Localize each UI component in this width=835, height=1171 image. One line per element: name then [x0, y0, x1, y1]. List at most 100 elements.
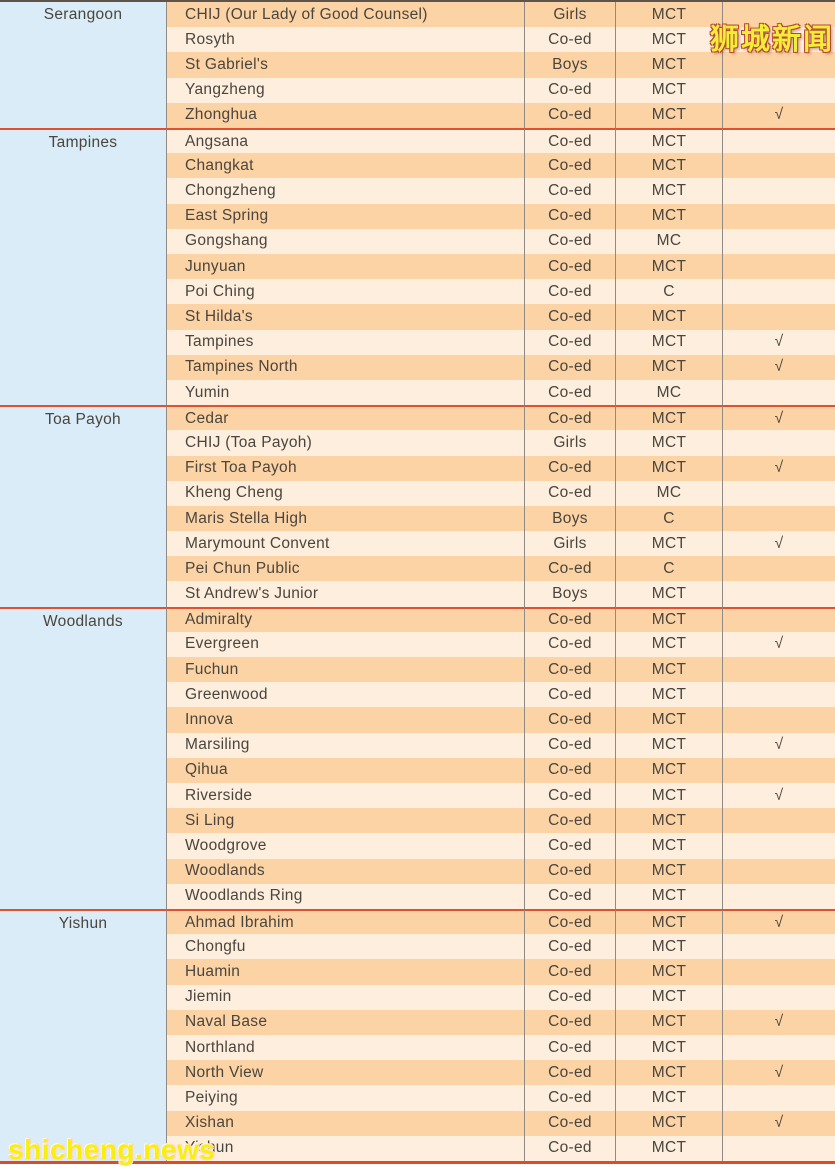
check-cell: [722, 959, 835, 985]
check-cell: [722, 2, 835, 28]
check-cell: [722, 279, 835, 305]
school-name-cell: Woodgrove: [166, 833, 524, 859]
gender-cell: Co-ed: [524, 77, 615, 103]
mct-cell: MCT: [615, 27, 722, 53]
school-name-cell: Angsana: [166, 127, 524, 154]
check-cell: √: [722, 631, 835, 658]
mct-cell: MCT: [615, 783, 722, 809]
check-cell: [722, 153, 835, 179]
school-name-cell: Qihua: [166, 757, 524, 784]
mct-cell: MC: [615, 379, 722, 406]
check-cell: [722, 1085, 835, 1111]
check-cell: √: [722, 329, 835, 355]
mct-cell: MCT: [615, 1085, 722, 1111]
school-name-cell: Yumin: [166, 379, 524, 406]
school-name-cell: St Gabriel's: [166, 52, 524, 78]
gender-cell: Co-ed: [524, 1085, 615, 1111]
gender-cell: Co-ed: [524, 354, 615, 380]
mct-cell: MCT: [615, 657, 722, 683]
school-name-cell: Chongzheng: [166, 178, 524, 204]
check-cell: [722, 127, 835, 154]
check-cell: [722, 556, 835, 582]
mct-cell: MCT: [615, 909, 722, 935]
gender-cell: Co-ed: [524, 153, 615, 179]
school-name-cell: Marsiling: [166, 732, 524, 758]
gender-cell: Co-ed: [524, 1135, 615, 1161]
mct-cell: MC: [615, 228, 722, 254]
check-cell: √: [722, 405, 835, 431]
gender-cell: Co-ed: [524, 329, 615, 355]
mct-cell: MCT: [615, 455, 722, 481]
gender-cell: Co-ed: [524, 682, 615, 708]
mct-cell: MCT: [615, 304, 722, 330]
school-name-cell: Innova: [166, 707, 524, 733]
area-label: Yishun: [58, 915, 108, 933]
mct-cell: MCT: [615, 1035, 722, 1061]
school-name-cell: Fuchun: [166, 657, 524, 683]
check-cell: [722, 430, 835, 456]
mct-cell: MCT: [615, 833, 722, 859]
check-cell: √: [722, 1110, 835, 1136]
gender-cell: Co-ed: [524, 556, 615, 582]
school-name-cell: Poi Ching: [166, 279, 524, 305]
mct-cell: MCT: [615, 631, 722, 658]
mct-cell: MC: [615, 480, 722, 506]
check-cell: √: [722, 783, 835, 809]
mct-cell: MCT: [615, 1009, 722, 1036]
school-name-cell: Evergreen: [166, 631, 524, 658]
check-cell: [722, 228, 835, 254]
check-cell: √: [722, 1060, 835, 1086]
school-name-cell: Chongfu: [166, 934, 524, 960]
watermark-top-right: 狮城新闻: [709, 24, 834, 56]
area-cell: Yishun: [0, 909, 166, 1161]
school-name-cell: Junyuan: [166, 253, 524, 280]
check-cell: √: [722, 354, 835, 380]
school-name-cell: Naval Base: [166, 1009, 524, 1036]
school-name-cell: Gongshang: [166, 228, 524, 254]
gender-cell: Co-ed: [524, 984, 615, 1010]
mct-cell: MCT: [615, 531, 722, 557]
area-cell: Toa Payoh: [0, 405, 166, 607]
mct-cell: MCT: [615, 1110, 722, 1136]
mct-cell: MCT: [615, 984, 722, 1010]
check-cell: [722, 77, 835, 103]
mct-cell: C: [615, 556, 722, 582]
gender-cell: Co-ed: [524, 959, 615, 985]
school-name-cell: First Toa Payoh: [166, 455, 524, 481]
school-name-cell: North View: [166, 1060, 524, 1086]
gender-cell: Co-ed: [524, 455, 615, 481]
check-cell: [722, 505, 835, 532]
school-name-cell: Woodlands Ring: [166, 883, 524, 910]
school-name-cell: CHIJ (Toa Payoh): [166, 430, 524, 456]
school-name-cell: Riverside: [166, 783, 524, 809]
gender-cell: Girls: [524, 531, 615, 557]
check-cell: [722, 178, 835, 204]
area-cell: Woodlands: [0, 606, 166, 910]
school-name-cell: Xishan: [166, 1110, 524, 1136]
gender-cell: Co-ed: [524, 127, 615, 154]
gender-cell: Boys: [524, 52, 615, 78]
mct-cell: MCT: [615, 934, 722, 960]
gender-cell: Co-ed: [524, 178, 615, 204]
school-name-cell: Greenwood: [166, 682, 524, 708]
gender-cell: Girls: [524, 2, 615, 28]
watermark-bottom-left: shicheng.news: [8, 1134, 216, 1165]
mct-cell: MCT: [615, 405, 722, 431]
check-cell: [722, 858, 835, 884]
mct-cell: MCT: [615, 2, 722, 28]
gender-cell: Co-ed: [524, 203, 615, 229]
check-cell: [722, 1135, 835, 1161]
school-name-cell: Tampines: [166, 329, 524, 355]
check-cell: [722, 52, 835, 78]
school-name-cell: Si Ling: [166, 808, 524, 834]
gender-cell: Co-ed: [524, 808, 615, 834]
gender-cell: Co-ed: [524, 228, 615, 254]
gender-cell: Co-ed: [524, 1035, 615, 1061]
mct-cell: MCT: [615, 354, 722, 380]
mct-cell: MCT: [615, 329, 722, 355]
gender-cell: Co-ed: [524, 405, 615, 431]
gender-cell: Co-ed: [524, 657, 615, 683]
gender-cell: Co-ed: [524, 1060, 615, 1086]
check-cell: √: [722, 102, 835, 128]
check-cell: [722, 606, 835, 632]
